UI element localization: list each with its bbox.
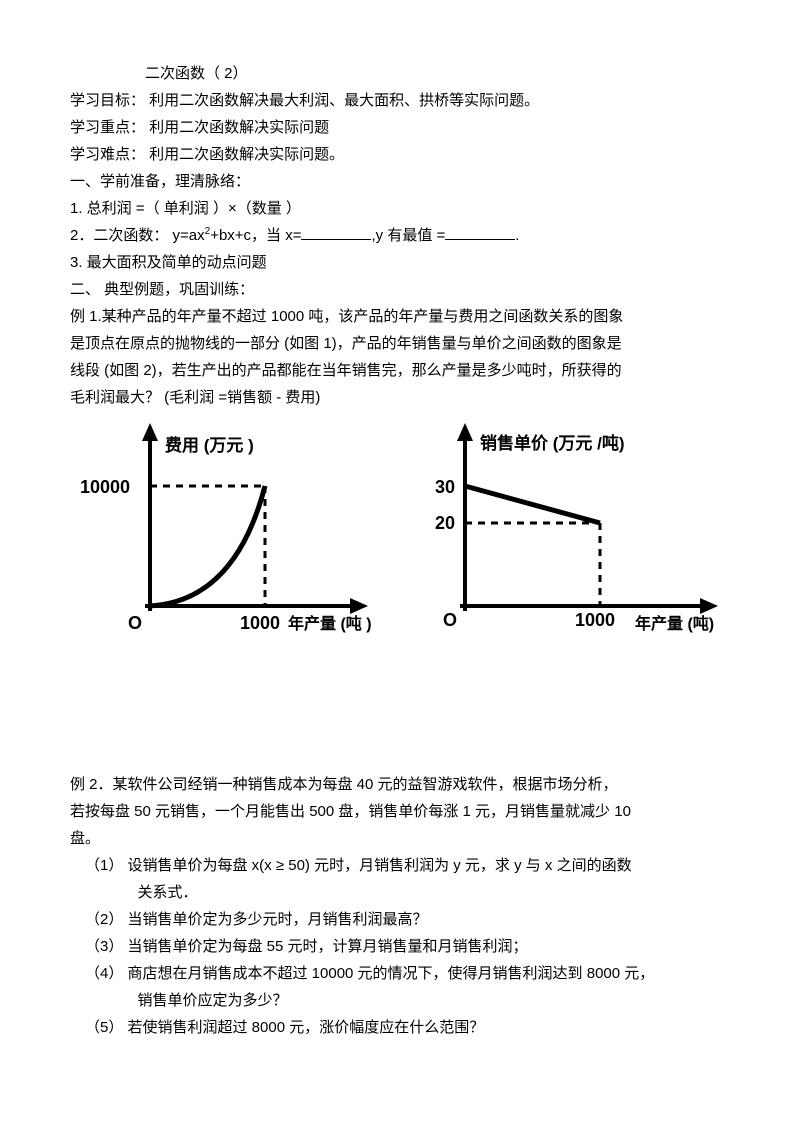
ex2-line1: 例 2．某软件公司经销一种销售成本为每盘 40 元的益智游戏软件，根据市场分析， bbox=[70, 771, 730, 798]
ex1-line1: 例 1.某种产品的年产量不超过 1000 吨，该产品的年产量与费用之间函数关系的… bbox=[70, 303, 730, 330]
chart2-y-tick-20: 20 bbox=[435, 513, 455, 533]
chart1-x-arrow bbox=[350, 598, 368, 614]
item2-prefix: 2．二次函数： y=ax bbox=[70, 227, 205, 244]
ex2-q5: （5） 若使销售利润超过 8000 元，涨价幅度应在什么范围？ bbox=[70, 1014, 730, 1041]
section1-heading: 一、学前准备，理清脉络： bbox=[70, 168, 730, 195]
prep-item3: 3. 最大面积及简单的动点问题 bbox=[70, 249, 730, 276]
chart2-origin: O bbox=[443, 610, 457, 630]
chart1-y-arrow bbox=[142, 423, 158, 441]
chart1-origin: O bbox=[128, 613, 142, 633]
page-root: 二次函数（ 2） 学习目标： 利用二次函数解决最大利润、最大面积、拱桥等实际问题… bbox=[0, 0, 800, 1081]
keypoint-text: 利用二次函数解决实际问题 bbox=[145, 119, 329, 136]
chart2-x-tick: 1000 bbox=[575, 610, 615, 630]
chart2-svg: 销售单价 (万元 /吨) 30 20 O 1000 年产量 (吨) bbox=[410, 421, 730, 651]
ex2-line2: 若按每盘 50 元销售，一个月能售出 500 盘，销售单价每涨 1 元，月销售量… bbox=[70, 798, 730, 825]
difficulty-text: 利用二次函数解决实际问题。 bbox=[145, 146, 344, 163]
chart1-x-tick: 1000 bbox=[240, 613, 280, 633]
difficulty-label: 学习难点： bbox=[70, 146, 145, 163]
chart2-x-label: 年产量 (吨) bbox=[635, 614, 714, 633]
chart1-x-label: 年产量 (吨 ) bbox=[288, 614, 372, 633]
keypoint-line: 学习重点： 利用二次函数解决实际问题 bbox=[70, 114, 730, 141]
chart1-y-label: 费用 (万元 ) bbox=[165, 435, 254, 455]
keypoint-label: 学习重点： bbox=[70, 119, 145, 136]
doc-title: 二次函数（ 2） bbox=[70, 60, 730, 87]
chart2-y-tick-30: 30 bbox=[435, 477, 455, 497]
ex2-line3: 盘。 bbox=[70, 825, 730, 852]
ex2-q2: （2） 当销售单价定为多少元时，月销售利润最高？ bbox=[70, 906, 730, 933]
item2-mid: +bx+c，当 x= bbox=[210, 227, 301, 244]
item2-end: . bbox=[515, 227, 519, 244]
prep-item2: 2．二次函数： y=ax2+bx+c，当 x=,y 有最值 =. bbox=[70, 222, 730, 249]
prep-item1: 1. 总利润 =（ 单利润 ）×（数量 ） bbox=[70, 195, 730, 222]
ex2-q3: （3） 当销售单价定为每盘 55 元时，计算月销售量和月销售利润； bbox=[70, 933, 730, 960]
chart1-cost-curve: 费用 (万元 ) 10000 O 1000 年产量 (吨 ) bbox=[70, 421, 380, 651]
chart1-y-tick: 10000 bbox=[80, 477, 130, 497]
ex2-q4a: （4） 商店想在月销售成本不超过 10000 元的情况下，使得月销售利润达到 8… bbox=[70, 960, 730, 987]
objective-line: 学习目标： 利用二次函数解决最大利润、最大面积、拱桥等实际问题。 bbox=[70, 87, 730, 114]
chart1-curve bbox=[150, 486, 265, 606]
objective-label: 学习目标： bbox=[70, 92, 145, 109]
ex1-line3: 线段 (如图 2)，若生产出的产品都能在当年销售完，那么产量是多少吨时，所获得的 bbox=[70, 357, 730, 384]
chart1-svg: 费用 (万元 ) 10000 O 1000 年产量 (吨 ) bbox=[70, 421, 380, 651]
charts-row: 费用 (万元 ) 10000 O 1000 年产量 (吨 ) bbox=[70, 421, 730, 651]
objective-text: 利用二次函数解决最大利润、最大面积、拱桥等实际问题。 bbox=[145, 92, 539, 109]
chart2-y-label: 销售单价 (万元 /吨) bbox=[480, 433, 625, 453]
blank-max bbox=[445, 224, 515, 240]
ex1-line4: 毛利润最大？ (毛利润 =销售额 - 费用) bbox=[70, 384, 730, 411]
section2-heading: 二、 典型例题，巩固训练： bbox=[70, 276, 730, 303]
item2-mid2: ,y 有最值 = bbox=[371, 227, 445, 244]
difficulty-line: 学习难点： 利用二次函数解决实际问题。 bbox=[70, 141, 730, 168]
chart2-y-arrow bbox=[457, 423, 473, 441]
ex2-q4b: 销售单价应定为多少？ bbox=[70, 987, 730, 1014]
ex2-q1a: （1） 设销售单价为每盘 x(x ≥ 50) 元时，月销售利润为 y 元，求 y… bbox=[70, 852, 730, 879]
chart2-x-arrow bbox=[700, 598, 718, 614]
chart2-line-segment bbox=[465, 486, 600, 523]
blank-x bbox=[301, 224, 371, 240]
ex1-line2: 是顶点在原点的抛物线的一部分 (如图 1)，产品的年销售量与单价之间函数的图象是 bbox=[70, 330, 730, 357]
chart2-price-line: 销售单价 (万元 /吨) 30 20 O 1000 年产量 (吨) bbox=[410, 421, 730, 651]
ex2-q1b: 关系式． bbox=[70, 879, 730, 906]
